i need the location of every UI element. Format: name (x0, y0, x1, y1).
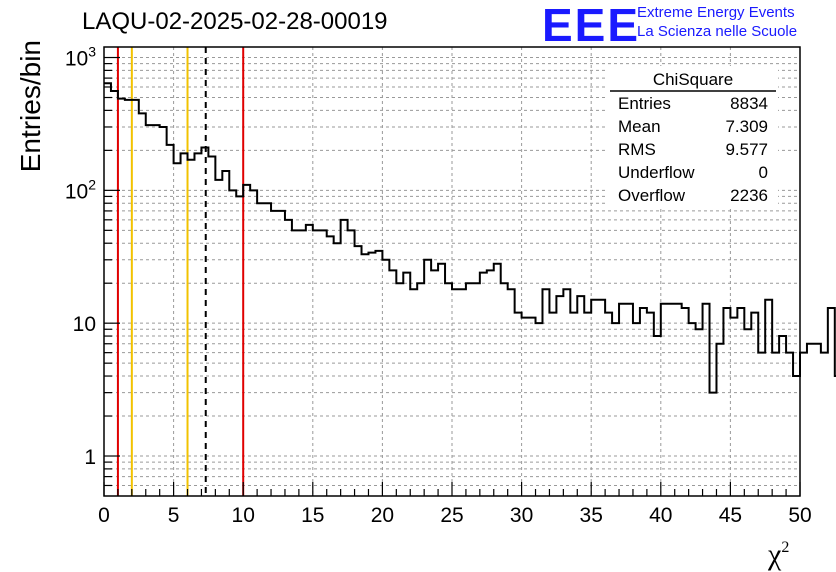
y-tick-label: 103 (65, 44, 96, 71)
stats-row-label: Underflow (618, 163, 695, 182)
reference-lines (116, 47, 245, 496)
stats-row-label: RMS (618, 140, 656, 159)
x-tick-label: 25 (440, 504, 463, 527)
stats-row-label: Mean (618, 117, 661, 136)
y-tick-label: 10 (73, 313, 96, 336)
x-tick-label: 5 (168, 504, 180, 527)
axis-ticks (103, 56, 801, 496)
x-tick-label: 10 (232, 504, 255, 527)
x-axis-title: χ2 (767, 538, 789, 571)
x-tick-label: 45 (719, 504, 742, 527)
tick-labels: 0 5 10 15 20 25 30 35 40 45 50 1 10 102 103 (65, 44, 812, 527)
logo-tagline-2: La Scienza nelle Scuole (637, 23, 798, 40)
x-tick-label: 20 (371, 504, 394, 527)
stats-row-value: 0 (759, 163, 768, 182)
x-tick-label: 35 (580, 504, 603, 527)
stats-box-title: ChiSquare (653, 70, 733, 89)
histogram-series (104, 82, 836, 394)
chart-title: LAQU-02-2025-02-28-00019 (82, 8, 388, 35)
x-tick-label: 50 (788, 504, 811, 527)
y-axis-title: Entries/bin (15, 40, 46, 172)
stats-row-value: 2236 (730, 186, 768, 205)
stats-box: ChiSquare Entries 8834 Mean 7.309 RMS 9.577 Un… (606, 66, 778, 208)
x-tick-label: 40 (649, 504, 672, 527)
y-tick-label: 1 (84, 446, 96, 469)
stats-row-value: 9.577 (725, 140, 768, 159)
logo-tagline-1: Extreme Energy Events (637, 4, 795, 21)
stats-row-value: 8834 (730, 94, 768, 113)
eee-logo: EEE (542, 0, 641, 51)
x-tick-label: 0 (98, 504, 110, 527)
stats-row-label: Overflow (618, 186, 686, 205)
x-tick-label: 15 (301, 504, 324, 527)
y-tick-label: 102 (65, 176, 96, 203)
x-tick-label: 30 (510, 504, 533, 527)
stats-row-value: 7.309 (725, 117, 768, 136)
stats-row-label: Entries (618, 94, 671, 113)
